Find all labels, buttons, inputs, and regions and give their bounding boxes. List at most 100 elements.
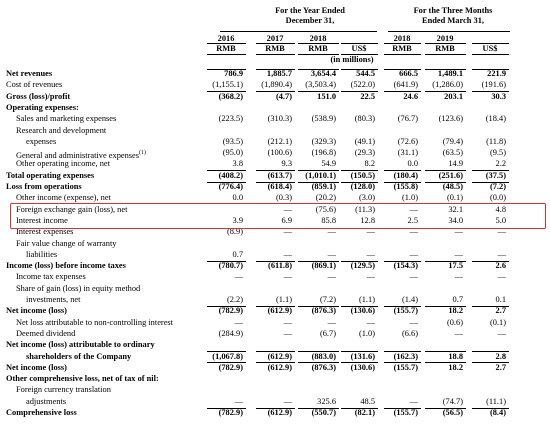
- header-rule: [384, 54, 421, 55]
- cell-value: (3,503.4): [305, 80, 336, 90]
- total-rule: [298, 91, 339, 93]
- quarter-group-heading: For the Three Months Ended March 31,: [413, 6, 493, 25]
- cell-value: 0.0: [407, 159, 418, 169]
- cell-value: (876.3): [311, 306, 336, 316]
- total-rule: [207, 351, 246, 352]
- year-header: 2017: [266, 34, 284, 43]
- header-rule: [298, 54, 339, 55]
- row-label: Research and development: [16, 125, 107, 135]
- cell-value: —: [327, 272, 336, 282]
- cell-value: (93.5): [222, 136, 243, 146]
- cell-value: (131.6): [350, 351, 375, 361]
- cell-value: —: [234, 317, 243, 327]
- row-label: Other comprehensive loss, net of tax of …: [6, 374, 159, 384]
- cell-value: (782.9): [218, 362, 243, 372]
- row-label: Net income (loss) attributable to ordina…: [6, 340, 155, 350]
- total-rule: [298, 351, 339, 352]
- cell-value: (11.3): [355, 204, 375, 214]
- cell-value: (79.4): [442, 136, 463, 146]
- currency-header: RMB: [392, 44, 412, 53]
- cell-value: 18.2: [448, 362, 463, 372]
- cell-value: 6.9: [281, 215, 292, 225]
- cell-value: (180.4): [393, 170, 418, 180]
- currency-header: RMB: [216, 44, 236, 53]
- cell-value: (82.1): [354, 408, 375, 417]
- cell-value: (128.0): [350, 182, 375, 191]
- cell-value: (284.9): [218, 328, 243, 338]
- cell-value: 2.6: [495, 261, 506, 271]
- total-rule: [384, 260, 421, 262]
- total-rule: [341, 260, 378, 262]
- total-rule: [425, 170, 466, 172]
- total-rule: [472, 305, 509, 307]
- cell-value: 0.7: [452, 295, 463, 304]
- cell-value: (251.6): [438, 170, 463, 180]
- header-rule: [472, 54, 509, 55]
- cell-value: (76.7): [397, 114, 418, 124]
- header-rule: [298, 43, 339, 44]
- row-label: shareholders of the Company: [26, 351, 132, 361]
- currency-header: US$: [351, 44, 367, 53]
- row-label: General and administrative expenses(1): [16, 150, 147, 160]
- cell-value: 32.1: [448, 204, 463, 214]
- row-label: Net income (loss): [6, 306, 67, 316]
- row-label: Operating expenses:: [6, 102, 79, 112]
- total-rule: [341, 68, 378, 70]
- cell-value: (155.8): [393, 182, 418, 191]
- cell-value: —: [497, 227, 506, 237]
- cell-value: 4.8: [495, 204, 506, 214]
- cell-value: 0.0: [232, 193, 243, 203]
- row-label: Other operating income, net: [16, 159, 110, 169]
- cell-value: (612.9): [267, 408, 292, 417]
- cell-value: (612.9): [267, 306, 292, 316]
- total-rule: [341, 351, 378, 352]
- cell-value: (8.4): [489, 408, 506, 417]
- cell-value: (780.7): [218, 261, 243, 271]
- header-rule: [341, 54, 378, 55]
- total-rule: [384, 407, 421, 409]
- cell-value: (612.9): [267, 362, 292, 372]
- cell-value: —: [366, 227, 375, 237]
- cell-value: (522.0): [350, 80, 375, 90]
- cell-value: —: [327, 227, 336, 237]
- header-rule: [207, 54, 246, 55]
- cell-value: —: [283, 328, 292, 338]
- row-label: Fair value change of warranty: [16, 238, 117, 248]
- total-rule: [256, 170, 295, 172]
- year-header: 2018: [393, 34, 411, 43]
- header-rule: [220, 31, 377, 32]
- currency-header: RMB: [265, 44, 285, 53]
- cell-value: (1,890.4): [261, 80, 292, 90]
- cell-value: (56.5): [442, 408, 463, 417]
- currency-header: RMB: [435, 44, 455, 53]
- cell-value: (11.8): [486, 136, 506, 146]
- cell-value: —: [366, 317, 375, 327]
- cell-value: 203.1: [444, 91, 463, 101]
- cell-value: (49.1): [354, 136, 375, 146]
- total-rule: [207, 362, 246, 364]
- cell-value: (48.5): [442, 182, 463, 191]
- cell-value: 3.8: [232, 159, 243, 169]
- cell-value: —: [327, 249, 336, 259]
- row-label: Interest income: [16, 215, 68, 225]
- header-rule: [256, 54, 295, 55]
- total-rule: [298, 170, 339, 172]
- total-rule: [207, 407, 246, 409]
- row-label: Income (loss) before income taxes: [6, 261, 126, 271]
- units-note: (in millions): [330, 55, 374, 64]
- cell-value: 22.5: [360, 91, 375, 101]
- cell-value: —: [234, 272, 243, 282]
- year-header: 2019: [436, 34, 454, 43]
- highlight-box: [10, 203, 546, 229]
- cell-value: (408.2): [218, 170, 243, 180]
- cell-value: (776.4): [218, 182, 243, 191]
- total-rule: [207, 170, 246, 172]
- total-rule: [341, 181, 378, 183]
- total-rule: [384, 91, 421, 93]
- row-label: Comprehensive loss: [6, 408, 77, 417]
- cell-value: (310.3): [267, 114, 292, 124]
- total-rule: [256, 91, 295, 93]
- total-rule: [256, 362, 295, 364]
- cell-value: 2.2: [495, 159, 506, 169]
- cell-value: —: [366, 249, 375, 259]
